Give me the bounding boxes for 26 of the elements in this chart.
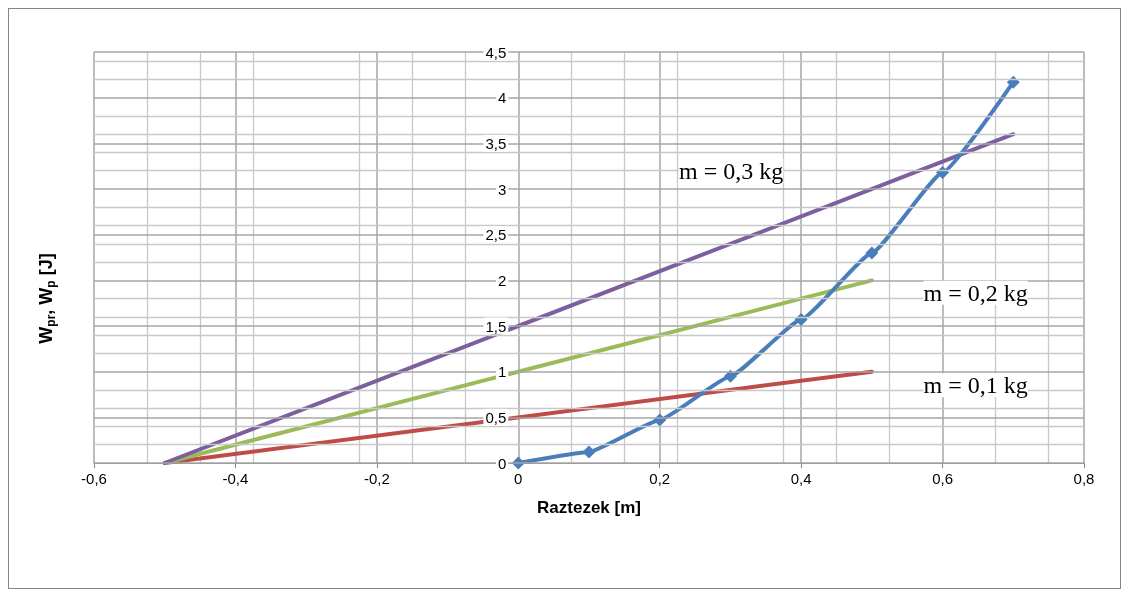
annotation: m = 0,3 kg: [679, 158, 784, 185]
annotation: m = 0,2 kg: [923, 279, 1028, 306]
y-tick-label: 2,5: [485, 226, 507, 244]
point: [723, 369, 737, 383]
x-tick-label: 0,2: [649, 470, 671, 487]
x-tick-label: -0,2: [363, 470, 390, 487]
y-tick-label: 1,5: [485, 317, 507, 335]
point: [865, 246, 879, 260]
point: [582, 445, 596, 459]
x-tick-label: 0: [514, 470, 523, 487]
y-tick-label: 2: [497, 271, 507, 289]
x-tick-label: 0,8: [1073, 470, 1095, 487]
y-tick-label: 3,5: [485, 134, 507, 152]
y-tick-label: 0,5: [485, 408, 507, 426]
annotation: m = 0,1 kg: [923, 372, 1028, 399]
x-tick-label: 0,6: [932, 470, 953, 487]
y-axis-title: Wpr, Wp [J]: [36, 253, 58, 344]
x-tick-label: -0,6: [81, 470, 107, 487]
y-tick-label: 0: [497, 454, 507, 472]
x-tick-label: 0,4: [790, 470, 812, 487]
y-tick-label: 1: [497, 363, 507, 381]
x-tick-label: -0,4: [222, 470, 249, 487]
x-axis-title: Raztezek [m]: [537, 498, 641, 517]
y-tick-label: 4,5: [485, 43, 507, 61]
y-tick-label: 3: [497, 180, 507, 198]
y-tick-label: 4: [497, 89, 507, 107]
